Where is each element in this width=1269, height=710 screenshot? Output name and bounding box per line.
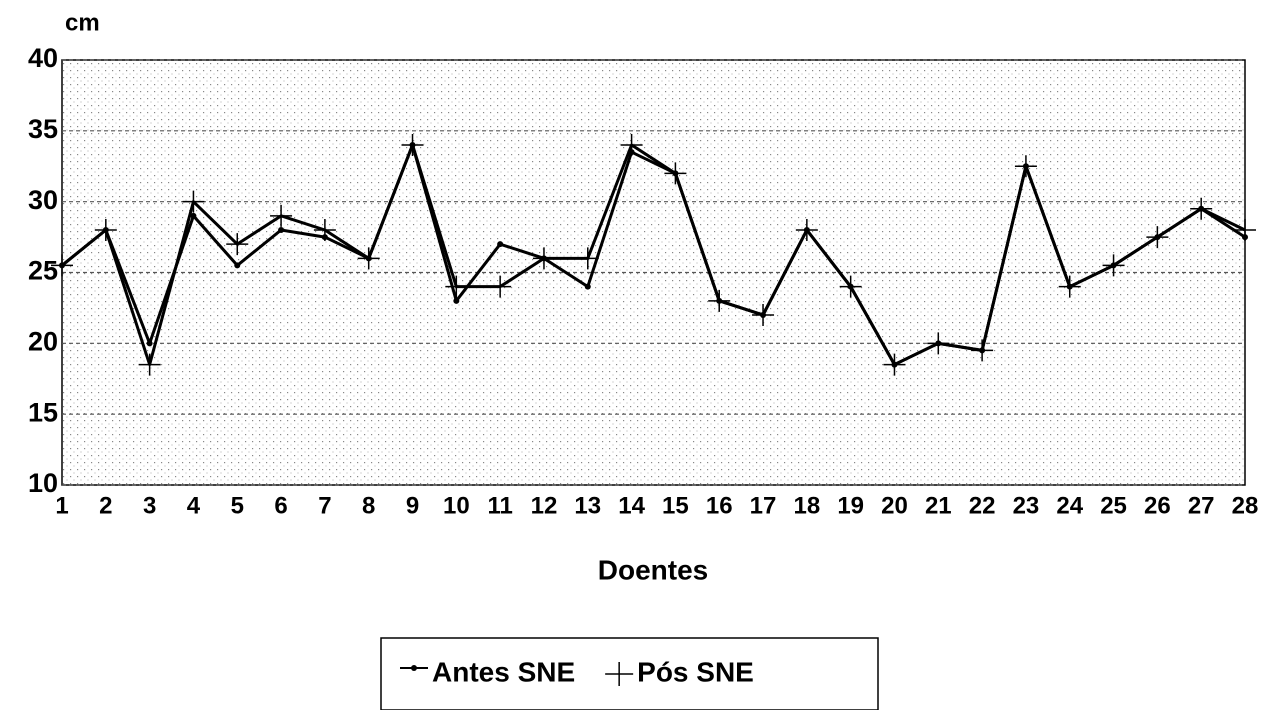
point-marker — [445, 275, 468, 298]
point-marker — [664, 162, 687, 185]
point-marker — [146, 340, 153, 347]
x-tick-label: 4 — [187, 492, 201, 519]
point-marker — [94, 219, 117, 241]
point-marker — [927, 332, 950, 355]
point-marker — [182, 190, 205, 213]
x-tick-label: 6 — [274, 492, 287, 519]
point-marker — [489, 275, 512, 298]
point-marker — [270, 204, 293, 227]
point-marker — [313, 219, 336, 241]
point-marker — [971, 339, 994, 362]
x-tick-label: 27 — [1188, 492, 1215, 519]
x-tick-label: 5 — [231, 492, 244, 519]
x-axis-label: Doentes — [598, 554, 708, 585]
point-marker — [839, 275, 862, 298]
point-marker — [1146, 226, 1169, 249]
x-tick-label: 8 — [362, 492, 375, 519]
x-tick-label: 10 — [443, 492, 470, 519]
point-marker — [576, 247, 599, 270]
x-tick-label: 7 — [318, 492, 331, 519]
point-marker — [795, 219, 818, 241]
x-tick-label: 18 — [794, 492, 821, 519]
point-marker — [883, 353, 906, 376]
x-tick-label: 20 — [881, 492, 908, 519]
point-marker — [620, 134, 643, 156]
point-marker — [1190, 197, 1213, 220]
legend-label: Pós SNE — [637, 656, 754, 687]
point-marker — [497, 241, 504, 248]
x-tick-label: 25 — [1100, 492, 1127, 519]
y-tick-label: 35 — [28, 114, 58, 144]
point-marker — [1058, 275, 1081, 298]
x-tick-label: 12 — [531, 492, 558, 519]
x-tick-label: 28 — [1232, 492, 1259, 519]
x-tick-label: 2 — [99, 492, 112, 519]
x-tick-label: 9 — [406, 492, 419, 519]
y-tick-label: 20 — [28, 326, 58, 356]
point-marker — [1102, 254, 1125, 277]
point-marker — [138, 353, 161, 376]
x-tick-label: 19 — [837, 492, 864, 519]
legend-symbol — [605, 662, 634, 686]
x-tick-label: 15 — [662, 492, 689, 519]
point-marker — [190, 212, 197, 219]
point-marker — [278, 227, 285, 233]
y-tick-label: 15 — [28, 397, 58, 427]
x-tick-label: 17 — [750, 492, 777, 519]
series-line — [61, 143, 1246, 367]
x-tick-label: 1 — [55, 492, 68, 519]
point-marker — [708, 289, 731, 312]
legend-symbol — [411, 665, 417, 671]
point-marker — [584, 283, 591, 290]
x-tick-label: 23 — [1013, 492, 1040, 519]
x-tick-label: 14 — [618, 492, 645, 519]
x-tick-label: 13 — [574, 492, 601, 519]
y-tick-label: 30 — [28, 185, 58, 215]
point-marker — [1014, 155, 1037, 178]
point-marker — [357, 247, 380, 270]
point-marker — [234, 262, 241, 269]
point-marker — [226, 233, 249, 256]
point-marker — [1234, 219, 1256, 241]
x-tick-label: 26 — [1144, 492, 1171, 519]
x-tick-label: 22 — [969, 492, 996, 519]
x-tick-label: 11 — [487, 492, 512, 519]
x-tick-label: 16 — [706, 492, 733, 519]
x-tick-label: 3 — [143, 492, 156, 519]
point-marker — [752, 304, 775, 326]
x-tick-label: 24 — [1056, 492, 1083, 519]
point-marker — [453, 297, 460, 304]
y-tick-label: 10 — [28, 468, 58, 498]
x-tick-label: 21 — [925, 492, 952, 519]
y-tick-label: 25 — [28, 256, 58, 286]
point-marker — [532, 247, 555, 270]
y-tick-label: 40 — [28, 43, 58, 73]
legend-label: Antes SNE — [432, 656, 575, 687]
y-axis-label: cm — [65, 9, 100, 36]
point-marker — [51, 254, 73, 277]
point-marker — [401, 134, 424, 156]
